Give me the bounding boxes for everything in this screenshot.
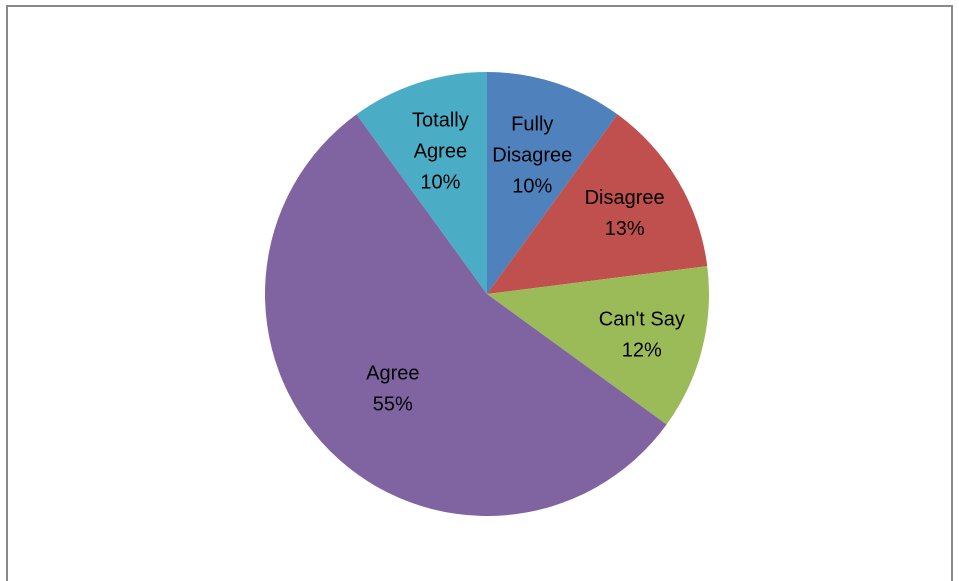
data-label-value: 13%	[605, 218, 645, 240]
data-label-category: Fully	[511, 114, 553, 136]
data-label-category: Disagree	[585, 187, 665, 209]
pie-slice-totally-agree	[356, 72, 487, 294]
data-label-value: 55%	[373, 394, 413, 416]
pie-slice-fully-disagree	[487, 72, 618, 294]
data-label-totally-agree: Totally Agree 10%	[412, 109, 469, 193]
data-label-agree: Agree 55%	[366, 363, 419, 416]
data-label-category: Agree	[366, 363, 419, 385]
pie-slice-can-t-say	[487, 266, 709, 425]
data-label-fully-disagree: Fully Disagree 10%	[492, 114, 572, 198]
data-label-category: Can't Say	[599, 308, 685, 330]
data-label-value: 10%	[512, 176, 552, 198]
pie-slice-disagree	[487, 114, 708, 295]
data-label-category: Totally	[412, 109, 469, 131]
pie-labels: Fully Disagree 10% Disagree 13% Can't Say 12% A…	[366, 109, 685, 415]
data-label-disagree: Disagree 13%	[585, 187, 665, 240]
data-label-category: Agree	[414, 140, 467, 162]
pie-slice-agree	[264, 114, 667, 517]
data-label-value: 12%	[622, 339, 662, 361]
data-label-value: 10%	[420, 171, 460, 193]
pie-slices	[264, 72, 709, 517]
data-label-category: Disagree	[492, 145, 572, 167]
data-label-can-t-say: Can't Say 12%	[599, 308, 685, 361]
